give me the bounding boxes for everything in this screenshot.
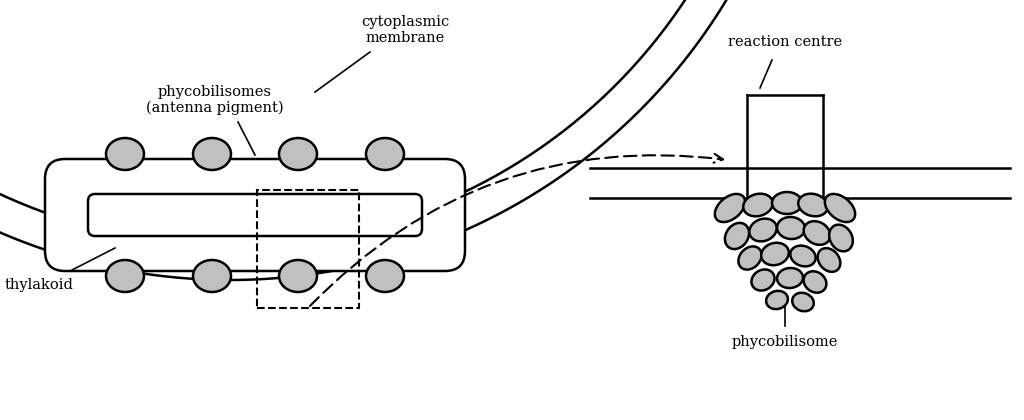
Ellipse shape xyxy=(366,260,404,292)
Ellipse shape xyxy=(804,221,830,245)
Ellipse shape xyxy=(799,194,827,216)
Ellipse shape xyxy=(829,225,853,251)
Ellipse shape xyxy=(791,246,816,266)
FancyBboxPatch shape xyxy=(88,194,422,236)
Ellipse shape xyxy=(777,217,805,239)
Ellipse shape xyxy=(725,223,750,249)
Text: reaction centre: reaction centre xyxy=(728,35,842,49)
Ellipse shape xyxy=(715,194,745,222)
Ellipse shape xyxy=(804,271,826,293)
Ellipse shape xyxy=(106,260,144,292)
Ellipse shape xyxy=(772,192,802,214)
Bar xyxy=(257,190,359,308)
Ellipse shape xyxy=(761,243,788,265)
Ellipse shape xyxy=(106,138,144,170)
Ellipse shape xyxy=(279,138,317,170)
Text: thylakoid: thylakoid xyxy=(5,278,74,292)
Ellipse shape xyxy=(193,260,231,292)
Ellipse shape xyxy=(193,138,231,170)
Text: cytoplasmic
membrane: cytoplasmic membrane xyxy=(360,15,450,45)
Text: phycobilisomes
(antenna pigment): phycobilisomes (antenna pigment) xyxy=(146,85,284,116)
Text: phycobilisome: phycobilisome xyxy=(732,335,839,349)
Ellipse shape xyxy=(817,248,841,272)
Ellipse shape xyxy=(825,194,855,222)
Ellipse shape xyxy=(766,291,787,309)
Ellipse shape xyxy=(793,293,814,311)
Ellipse shape xyxy=(743,194,773,216)
FancyBboxPatch shape xyxy=(45,159,465,271)
Ellipse shape xyxy=(738,247,762,270)
Ellipse shape xyxy=(777,268,803,288)
Ellipse shape xyxy=(750,218,776,241)
Ellipse shape xyxy=(752,270,774,291)
Ellipse shape xyxy=(279,260,317,292)
Ellipse shape xyxy=(366,138,404,170)
